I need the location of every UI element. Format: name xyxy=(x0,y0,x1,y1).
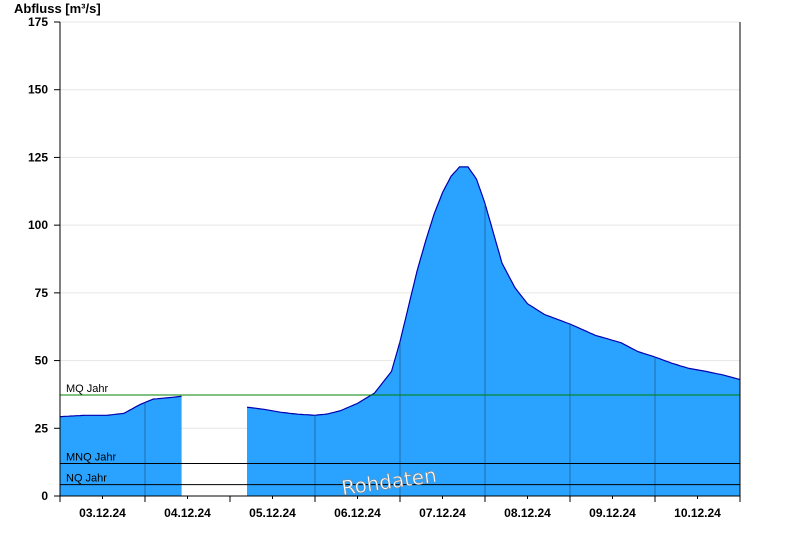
y-tick-label: 150 xyxy=(28,83,48,97)
x-tick-label: 05.12.24 xyxy=(249,506,296,520)
area-segment-2 xyxy=(247,166,740,496)
discharge-area xyxy=(59,166,741,496)
reference-lines: MQ Jahr MNQ Jahr NQ Jahr xyxy=(60,383,740,486)
x-tick-label: 09.12.24 xyxy=(589,506,636,520)
area-segment-1 xyxy=(60,396,182,496)
x-tick-label: 04.12.24 xyxy=(164,506,211,520)
y-tick-label: 175 xyxy=(28,15,48,29)
x-tick-label: 10.12.24 xyxy=(674,506,721,520)
x-tick-label: 06.12.24 xyxy=(334,506,381,520)
y-tick-label: 25 xyxy=(35,421,49,435)
x-tick-label: 08.12.24 xyxy=(504,506,551,520)
x-ticks: 03.12.24 04.12.24 05.12.24 06.12.24 07.12.24… xyxy=(59,496,741,520)
y-axis-label: Abfluss [m³/s] xyxy=(14,1,101,16)
y-tick-label: 125 xyxy=(28,150,48,164)
x-tick-label: 07.12.24 xyxy=(419,506,466,520)
y-tick-label: 50 xyxy=(35,354,49,368)
ref-label-mq-jahr: MQ Jahr xyxy=(66,383,109,395)
area-outline-1 xyxy=(59,395,182,418)
x-tick-label: 03.12.24 xyxy=(79,506,126,520)
area-outline-2 xyxy=(246,166,741,416)
y-tick-label: 75 xyxy=(35,286,49,300)
y-tick-label: 0 xyxy=(41,489,48,503)
ref-label-mnq-jahr: MNQ Jahr xyxy=(66,451,116,463)
day-separators xyxy=(144,203,656,496)
ref-label-nq-jahr: NQ Jahr xyxy=(66,473,107,485)
y-ticks: 0 25 50 75 100 125 150 175 xyxy=(28,15,60,503)
y-tick-label: 100 xyxy=(28,218,48,232)
